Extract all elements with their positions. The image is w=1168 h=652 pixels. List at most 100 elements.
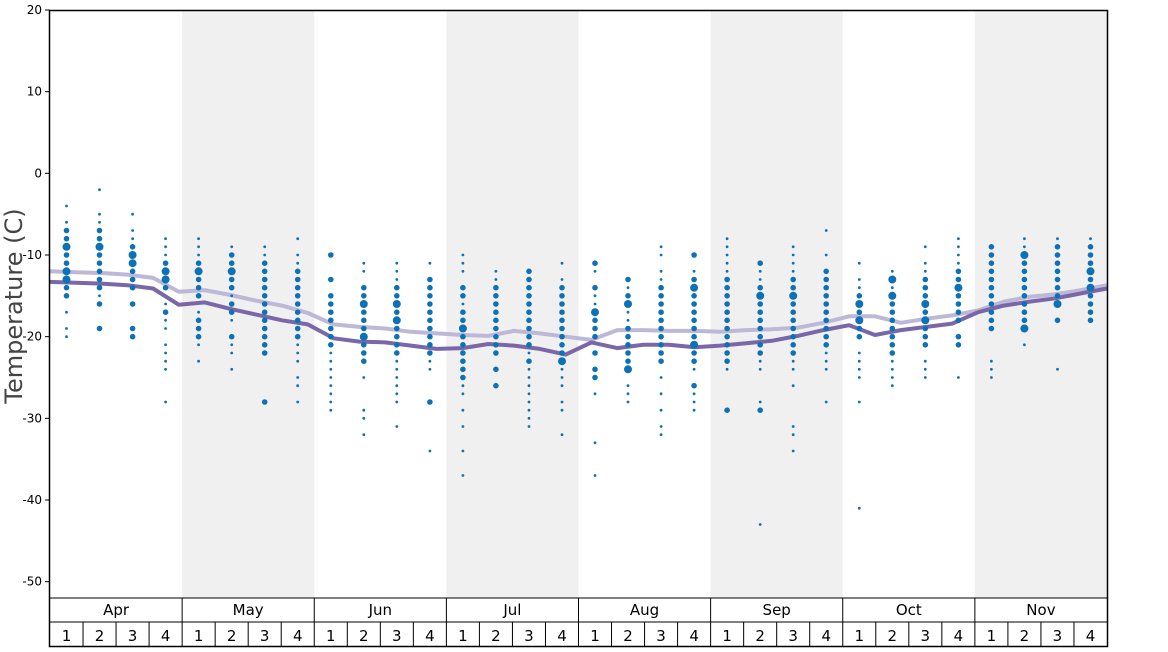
data-dot [328,301,334,307]
data-dot [461,449,465,453]
data-dot [1087,309,1094,316]
data-dot [791,359,795,363]
data-dot [823,317,829,324]
data-dot [96,227,103,234]
data-dot [824,351,828,355]
data-dot [592,333,598,340]
data-dot [1054,244,1061,250]
data-dot [855,300,864,308]
data-dot [560,433,564,437]
data-dot [427,284,433,291]
data-dot [559,350,565,356]
data-dot [294,309,301,316]
data-dot [228,333,235,340]
data-dot [857,286,861,290]
data-dot [955,276,962,283]
data-dot [560,408,564,412]
data-dot [560,367,564,371]
data-dot [296,343,300,347]
data-dot [461,425,465,428]
data-dot [889,325,896,332]
data-dot [1054,284,1061,291]
week-label: 1 [458,627,468,645]
data-dot [957,237,960,241]
data-dot [624,300,632,308]
data-dot [62,275,71,284]
data-dot [1021,309,1028,316]
data-dot [129,268,136,275]
data-dot [493,333,499,340]
data-dot [757,325,763,332]
data-dot [228,309,235,316]
data-dot [990,367,993,371]
y-tick-label: -10 [22,248,42,262]
data-dot [791,253,795,257]
data-dot [922,284,929,291]
data-dot [890,384,894,388]
data-dot [692,367,696,371]
data-dot [1089,237,1092,241]
data-dot [261,301,268,307]
data-dot [394,293,400,299]
data-dot [889,350,896,356]
data-dot [922,293,929,299]
data-dot [296,400,300,404]
data-dot [261,293,268,299]
data-dot [558,357,566,366]
data-dot [1053,300,1062,308]
data-dot [659,408,663,412]
week-label: 2 [755,627,765,645]
data-dot [1087,276,1094,283]
data-dot [428,261,432,265]
data-dot [624,365,632,374]
data-dot [228,260,235,267]
data-dot [824,367,828,371]
data-dot [658,317,664,324]
data-dot [96,268,103,275]
data-dot [988,309,995,316]
data-dot [922,342,929,348]
data-dot [592,260,598,267]
data-dot [65,204,68,208]
data-dot [395,376,399,379]
data-dot [626,384,630,388]
y-tick-label: 0 [34,166,42,180]
data-dot [559,309,565,316]
data-dot [195,333,202,340]
data-dot [164,343,168,347]
data-dot [955,301,962,307]
data-dot [724,333,730,340]
data-dot [65,310,68,314]
week-label: 3 [656,627,666,645]
data-dot [724,358,730,365]
data-dot [1087,301,1094,307]
data-dot [559,284,565,291]
series-line-1 [49,269,1108,342]
data-dot [460,293,466,299]
data-dot [131,229,135,232]
data-dot [261,350,268,356]
data-dot [1023,343,1026,347]
data-dot [724,350,730,356]
week-label: 3 [1053,627,1063,645]
data-dot [362,416,366,420]
data-dot [361,317,367,324]
data-dot [560,376,564,379]
data-dot [659,392,663,396]
data-dot [922,325,929,332]
data-dot [758,523,762,526]
data-dot [359,300,368,308]
data-dot [394,342,400,348]
data-dot [65,220,68,224]
plot-frame [48,9,1109,648]
data-dot [296,359,300,363]
data-dot [823,309,829,316]
data-dot [427,293,433,299]
data-dot [559,342,565,348]
data-dot [890,286,894,290]
data-dot [195,276,202,283]
data-dot [625,342,631,348]
data-dot [395,367,399,371]
data-dot [823,293,829,299]
month-band-sep [710,10,843,598]
